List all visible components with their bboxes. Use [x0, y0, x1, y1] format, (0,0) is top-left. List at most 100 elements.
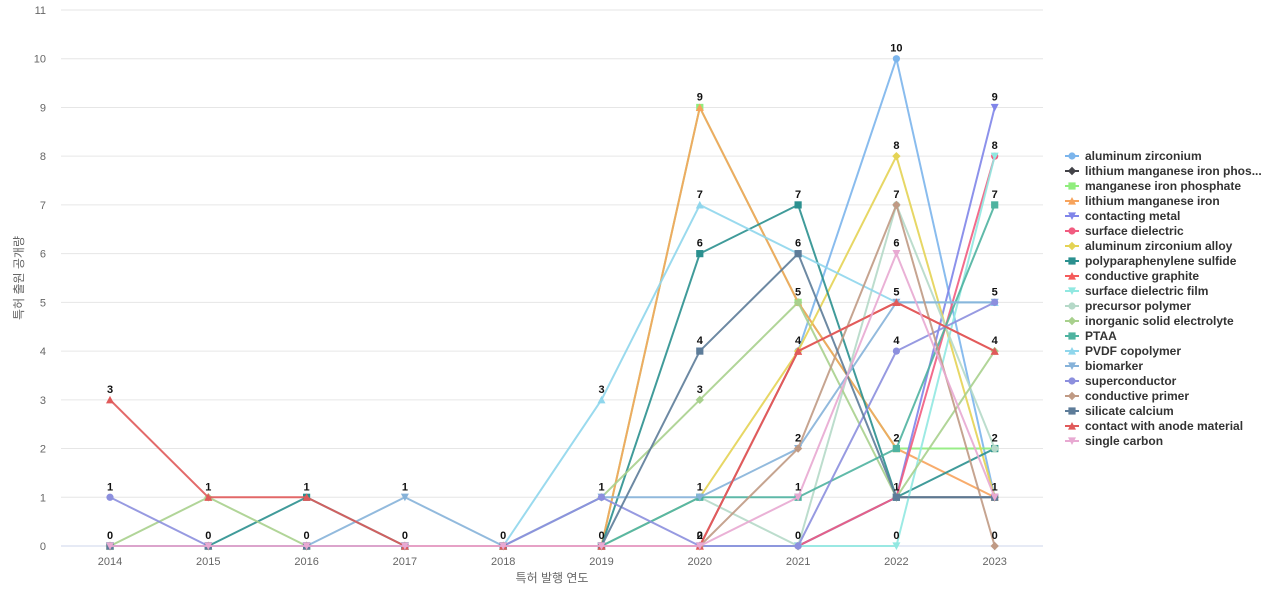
- data-point[interactable]: [794, 201, 802, 209]
- data-label: 8: [992, 140, 998, 152]
- data-label: 9: [697, 91, 703, 103]
- legend-item-superconductor[interactable]: superconductor: [1065, 374, 1177, 388]
- x-tick-label: 2022: [884, 556, 908, 568]
- legend-label: contacting metal: [1085, 209, 1180, 223]
- data-point[interactable]: [302, 493, 311, 501]
- data-point[interactable]: [597, 542, 606, 550]
- data-point[interactable]: [892, 347, 901, 355]
- legend-item-aluminum-zirconium[interactable]: aluminum zirconium: [1065, 149, 1202, 163]
- legend-item-single-carbon[interactable]: single carbon: [1065, 434, 1163, 448]
- data-point[interactable]: [696, 250, 704, 258]
- data-label: 2: [795, 433, 801, 445]
- legend-item-precursor-polymer[interactable]: precursor polymer: [1065, 299, 1191, 313]
- legend-item-contacting-metal[interactable]: contacting metal: [1065, 209, 1180, 223]
- data-label: 2: [697, 530, 703, 542]
- data-point[interactable]: [302, 542, 311, 550]
- legend-marker: [1068, 182, 1076, 190]
- data-point[interactable]: [794, 347, 803, 355]
- legend-marker: [1067, 241, 1077, 251]
- legend-item-biomarker[interactable]: biomarker: [1065, 359, 1143, 373]
- data-label: 2: [893, 433, 899, 445]
- data-point[interactable]: [695, 395, 704, 405]
- data-point[interactable]: [892, 55, 901, 63]
- data-point[interactable]: [990, 541, 999, 551]
- legend-item-polyparaphenylene-sulfide[interactable]: polyparaphenylene sulfide: [1065, 254, 1237, 268]
- data-point[interactable]: [400, 493, 409, 502]
- data-point[interactable]: [695, 103, 704, 112]
- legend-item-pvdf-copolymer[interactable]: PVDF copolymer: [1065, 344, 1181, 358]
- series-line-ptaa[interactable]: [109, 203, 996, 547]
- series-contacting-metal[interactable]: [106, 103, 999, 550]
- x-tick-label: 2021: [786, 556, 810, 568]
- data-point[interactable]: [793, 444, 803, 453]
- legend-item-lithium-manganese-iron[interactable]: lithium manganese iron: [1065, 194, 1220, 208]
- data-point[interactable]: [794, 250, 802, 258]
- y-tick-label: 8: [40, 151, 46, 163]
- series-line-pvdf-copolymer[interactable]: [109, 203, 996, 547]
- legend-label: precursor polymer: [1085, 299, 1191, 313]
- legend-item-contact-with-anode-material[interactable]: contact with anode material: [1065, 419, 1243, 433]
- data-point[interactable]: [892, 444, 900, 453]
- data-point[interactable]: [695, 200, 704, 209]
- legend-label: silicate calcium: [1085, 404, 1174, 418]
- legend-item-manganese-iron-phosphate[interactable]: manganese iron phosphate: [1065, 179, 1241, 193]
- series-lithium-manganese-iron[interactable]: [106, 103, 999, 550]
- data-label: 1: [205, 481, 211, 493]
- series-line-precursor-polymer[interactable]: [109, 203, 996, 547]
- legend-item-aluminum-zirconium-alloy[interactable]: aluminum zirconium alloy: [1065, 239, 1233, 253]
- data-point[interactable]: [597, 395, 606, 404]
- legend-marker: [1067, 166, 1077, 176]
- legend-item-surface-dielectric[interactable]: surface dielectric: [1065, 224, 1184, 238]
- data-point[interactable]: [794, 542, 802, 550]
- legend-marker: [1068, 257, 1076, 265]
- data-point[interactable]: [793, 298, 803, 307]
- legend-item-surface-dielectric-film[interactable]: surface dielectric film: [1065, 284, 1208, 298]
- series-line-single-carbon[interactable]: [109, 252, 996, 547]
- data-point[interactable]: [695, 542, 704, 550]
- series-line-conductive-primer[interactable]: [109, 203, 996, 547]
- data-label: 1: [402, 481, 408, 493]
- data-point[interactable]: [990, 347, 999, 355]
- x-tick-label: 2015: [196, 556, 220, 568]
- data-point[interactable]: [991, 298, 999, 306]
- data-point[interactable]: [106, 493, 114, 501]
- data-label: 10: [890, 43, 902, 55]
- legend-marker: [1067, 391, 1077, 401]
- series-single-carbon[interactable]: [106, 250, 999, 550]
- data-point[interactable]: [892, 542, 901, 550]
- data-point[interactable]: [597, 493, 606, 501]
- series-line-polyparaphenylene-sulfide[interactable]: [109, 203, 996, 547]
- data-point[interactable]: [696, 347, 704, 355]
- data-point[interactable]: [400, 542, 409, 550]
- legend-label: biomarker: [1085, 359, 1143, 373]
- legend-item-lithium-manganese-iron-phosphate[interactable]: lithium manganese iron phos...: [1065, 164, 1262, 178]
- data-point[interactable]: [892, 298, 901, 306]
- data-point[interactable]: [991, 201, 999, 209]
- legend-item-conductive-primer[interactable]: conductive primer: [1065, 389, 1189, 403]
- legend-item-ptaa[interactable]: PTAA: [1065, 329, 1117, 343]
- data-label: 1: [304, 481, 310, 493]
- data-point[interactable]: [106, 542, 114, 550]
- data-point[interactable]: [695, 493, 704, 502]
- data-point[interactable]: [892, 200, 901, 210]
- data-point[interactable]: [990, 152, 999, 161]
- data-point[interactable]: [892, 493, 900, 501]
- legend-item-conductive-graphite[interactable]: conductive graphite: [1065, 269, 1199, 283]
- data-point[interactable]: [204, 493, 213, 501]
- data-point[interactable]: [892, 151, 901, 161]
- legend-item-inorganic-solid-electrolyte[interactable]: inorganic solid electrolyte: [1065, 314, 1234, 328]
- data-point[interactable]: [499, 542, 508, 550]
- series-manganese-iron-phosphate[interactable]: [106, 103, 999, 550]
- data-point[interactable]: [991, 444, 999, 453]
- legend-item-silicate-calcium[interactable]: silicate calcium: [1065, 404, 1174, 418]
- data-point[interactable]: [990, 493, 999, 502]
- data-point[interactable]: [794, 493, 803, 502]
- x-tick-label: 2016: [294, 556, 318, 568]
- data-point[interactable]: [892, 250, 901, 258]
- data-point[interactable]: [204, 542, 213, 550]
- data-label: 5: [795, 286, 801, 298]
- data-point[interactable]: [106, 395, 114, 404]
- data-point[interactable]: [990, 103, 999, 112]
- y-tick-label: 1: [40, 492, 46, 504]
- legend-marker: [1068, 227, 1076, 235]
